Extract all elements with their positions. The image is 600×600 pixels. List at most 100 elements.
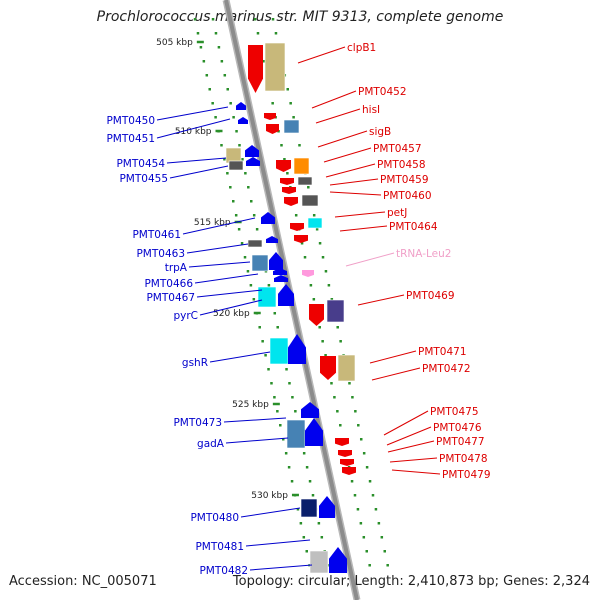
track-dot — [271, 18, 275, 21]
gene-label-right: PMT0477 — [436, 436, 485, 448]
track-dot — [354, 410, 357, 413]
gene-forward-arrow — [238, 117, 248, 124]
track-dot — [226, 172, 229, 175]
leader-line — [334, 211, 386, 218]
track-dot — [302, 452, 306, 455]
track-dot — [309, 284, 313, 287]
gene-box — [257, 286, 277, 308]
genome-summary-text: Topology: circular; Length: 2,410,873 bp… — [232, 574, 590, 589]
track-dot — [276, 326, 279, 329]
gene-reverse-arrow — [320, 356, 336, 380]
gene-label-left: gshR — [182, 357, 208, 369]
track-dot — [211, 102, 214, 105]
gene-label-right: tRNA-Leu2 — [396, 248, 451, 260]
leader-line — [223, 417, 287, 423]
track-dot — [362, 452, 366, 455]
track-dot — [253, 18, 257, 21]
track-dot — [321, 340, 324, 343]
track-dot — [234, 214, 238, 217]
track-dot — [336, 410, 339, 413]
track-dot — [294, 214, 298, 217]
gene-box — [309, 550, 329, 574]
gene-reverse-arrow — [290, 223, 304, 231]
track-dot — [336, 326, 339, 329]
track-dot — [371, 494, 375, 497]
track-dot — [324, 270, 328, 273]
track-dot — [284, 452, 288, 455]
track-dot — [270, 382, 273, 385]
leader-line — [249, 564, 313, 571]
track-dot — [223, 158, 226, 161]
track-dot — [252, 214, 256, 217]
track-dot — [365, 466, 369, 469]
track-dot — [277, 130, 280, 133]
gene-label-right: PMT0479 — [442, 469, 491, 481]
track-dot — [199, 46, 203, 49]
track-dot — [271, 102, 274, 105]
track-dot — [262, 60, 266, 63]
leader-line — [329, 191, 382, 196]
track-dot — [267, 284, 271, 287]
track-dot — [288, 382, 291, 385]
gene-box — [251, 254, 269, 272]
track-dot — [205, 74, 209, 77]
gene-reverse-arrow — [342, 467, 356, 475]
gene-label-right: PMT0457 — [373, 143, 422, 155]
gene-label-left: PMT0466 — [144, 278, 193, 290]
track-dot — [296, 508, 300, 511]
track-dot — [249, 284, 253, 287]
track-dot — [339, 424, 342, 427]
track-dot — [229, 102, 232, 105]
gene-forward-arrow — [266, 236, 278, 243]
gene-box — [247, 239, 263, 248]
kbp-tick-label: 505 kbp — [156, 38, 193, 48]
track-dot — [317, 522, 321, 525]
gene-forward-arrow — [278, 284, 294, 306]
leader-line — [329, 178, 379, 186]
track-dot — [302, 536, 306, 539]
track-dot — [320, 536, 324, 539]
leader-line — [245, 539, 311, 547]
leader-line — [182, 217, 256, 235]
leader-line — [156, 106, 229, 121]
track-dot — [267, 368, 270, 371]
gene-reverse-arrow — [280, 178, 294, 185]
leader-line — [199, 299, 263, 316]
gene-reverse-arrow — [284, 197, 298, 206]
leader-line — [166, 157, 227, 164]
gene-label-right: PMT0469 — [406, 290, 455, 302]
track-dot — [240, 242, 244, 245]
track-dot — [311, 494, 315, 497]
track-dot — [305, 466, 309, 469]
track-dot — [232, 200, 235, 203]
gene-reverse-arrow — [294, 235, 308, 243]
track-dot — [289, 102, 292, 105]
leader-line — [345, 252, 395, 267]
gene-label-right: PMT0472 — [422, 363, 471, 375]
gene-forward-arrow — [305, 418, 323, 446]
gene-reverse-arrow — [338, 450, 352, 457]
gene-label-right: PMT0464 — [389, 221, 438, 233]
track-dot — [315, 228, 319, 231]
track-dot — [280, 144, 283, 147]
track-dot — [290, 480, 294, 483]
gene-forward-arrow — [273, 268, 287, 275]
track-dot — [383, 550, 386, 553]
track-dot — [273, 312, 277, 315]
leader-line — [196, 289, 263, 298]
gene-label-left: pyrC — [173, 310, 198, 322]
track-dot — [356, 508, 360, 511]
leader-line — [209, 351, 271, 363]
gene-forward-arrow — [288, 334, 306, 364]
kbp-tick-label: 515 kbp — [194, 218, 231, 228]
leader-line — [387, 440, 435, 453]
track-dot — [318, 326, 321, 329]
gene-label-right: hisI — [362, 104, 380, 116]
track-dot — [359, 522, 363, 525]
gene-reverse-arrow — [276, 160, 291, 172]
track-dot — [287, 466, 291, 469]
track-dot — [298, 144, 301, 147]
gene-forward-arrow — [274, 275, 288, 282]
track-dot — [286, 172, 289, 175]
